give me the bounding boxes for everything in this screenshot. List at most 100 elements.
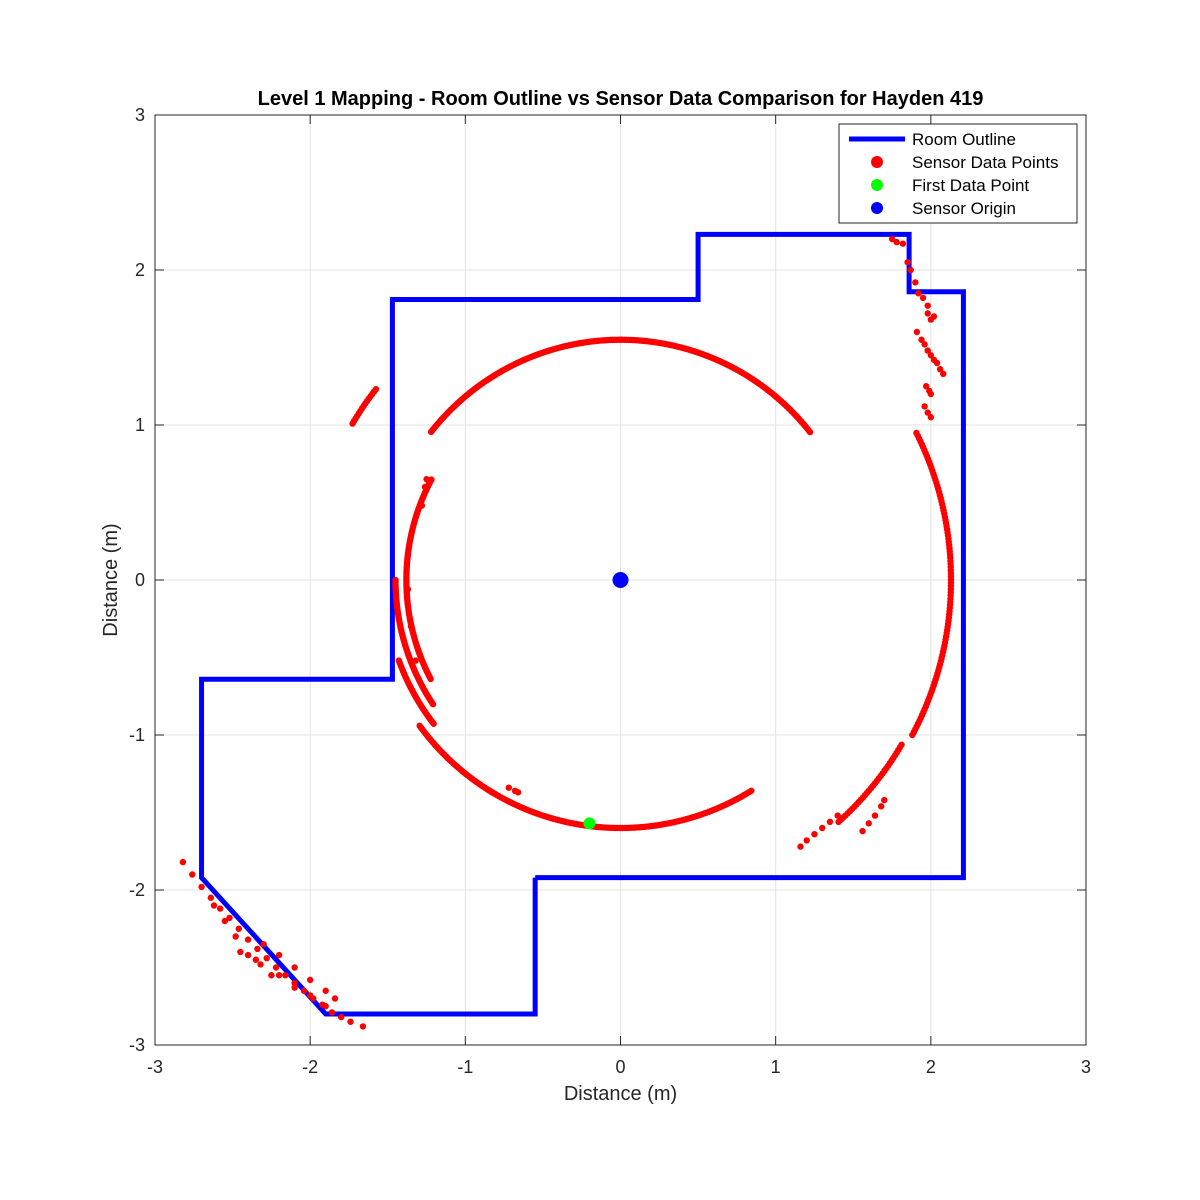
sensor-data-point xyxy=(819,824,826,832)
sensor-data-point xyxy=(919,294,927,302)
ticks: -3 -2 -1 0 1 2 3 3 2 1 0 -1 -2 -3 xyxy=(129,105,1091,1077)
sensor-data-point xyxy=(232,933,239,940)
sensor-data-point xyxy=(349,420,356,427)
sensor-data-point xyxy=(797,843,804,850)
y-tick-label: -1 xyxy=(129,725,145,745)
legend-swatch-marker xyxy=(871,202,883,214)
sensor-data-point xyxy=(207,894,215,901)
sensor-data-point xyxy=(888,235,896,243)
sensor-data-point xyxy=(913,429,920,437)
sensor-data-point xyxy=(899,240,907,247)
sensor-data-point xyxy=(505,784,512,791)
sensor-data-point xyxy=(404,586,412,593)
y-tick-label: 0 xyxy=(135,570,145,590)
sensor-data-point xyxy=(933,359,941,367)
sensor-data-point xyxy=(412,657,419,664)
sensor-data-point xyxy=(338,1013,345,1021)
sensor-data-point xyxy=(282,972,289,979)
sensor-data-point xyxy=(347,1018,354,1025)
sensor-data-point xyxy=(904,259,911,266)
sensor-data-point xyxy=(871,812,879,819)
sensor-data-point xyxy=(427,675,434,683)
sensor-data-point xyxy=(226,914,233,922)
sensor-data-point xyxy=(189,871,196,878)
x-tick-label: -3 xyxy=(147,1057,163,1077)
sensor-data-point xyxy=(328,1009,336,1016)
y-tick-label: 2 xyxy=(135,260,145,280)
sensor-data-point xyxy=(300,987,308,994)
sensor-data-point xyxy=(859,827,866,835)
sensor-data-point xyxy=(940,370,947,378)
legend-swatch-marker xyxy=(871,179,883,191)
legend: Room Outline Sensor Data Points First Data… xyxy=(838,123,1078,224)
sensor-data-point xyxy=(306,976,314,984)
sensor-data-point xyxy=(918,336,925,343)
data-layer xyxy=(179,231,966,1030)
sensor-data-point xyxy=(936,366,944,373)
y-tick-label: -3 xyxy=(129,1035,145,1055)
sensor-data-point xyxy=(748,787,755,794)
sensor-data-point xyxy=(927,352,935,359)
legend-entry-label: Room Outline xyxy=(912,130,1016,149)
sensor-data-points xyxy=(179,235,955,1030)
sensor-data-point xyxy=(254,945,261,953)
sensor-data-point xyxy=(263,955,270,962)
sensor-data-point xyxy=(826,818,834,825)
sensor-data-point xyxy=(244,951,252,959)
sensor-data-point xyxy=(921,403,928,410)
sensor-data-point xyxy=(359,1023,367,1030)
sensor-data-point xyxy=(427,428,435,436)
sensor-data-point xyxy=(803,837,810,844)
sensor-data-point xyxy=(322,1003,329,1010)
sensor-data-point xyxy=(921,341,928,348)
sensor-data-point xyxy=(252,956,260,963)
x-tick-label: -1 xyxy=(457,1057,473,1077)
sensor-data-point xyxy=(927,390,935,398)
sensor-data-point xyxy=(268,972,275,979)
sensor-data-point xyxy=(423,476,430,483)
sensor-data-point xyxy=(924,302,931,309)
sensor-data-point xyxy=(930,313,938,320)
sensor-data-point xyxy=(235,925,242,932)
sensor-data-point xyxy=(260,941,267,948)
y-tick-label: -2 xyxy=(129,880,145,900)
sensor-data-point xyxy=(407,623,415,630)
y-tick-label: 3 xyxy=(135,105,145,125)
sensor-data-point xyxy=(834,812,841,819)
sensor-data-point xyxy=(865,820,872,827)
sensor-data-point xyxy=(291,984,298,991)
x-tick-label: 1 xyxy=(771,1057,781,1077)
sensor-data-point xyxy=(429,701,437,708)
sensor-data-point xyxy=(291,964,298,971)
sensor-data-point xyxy=(291,979,298,987)
sensor-data-point xyxy=(237,948,244,956)
sensor-data-point xyxy=(430,720,437,727)
sensor-data-point xyxy=(893,238,900,246)
legend-entry-label: Sensor Data Points xyxy=(912,153,1058,172)
sensor-data-point xyxy=(221,917,229,925)
legend-swatch-marker xyxy=(871,156,883,168)
sensor-data-point xyxy=(877,803,885,810)
sensor-data-point xyxy=(306,992,314,999)
sensor-data-point xyxy=(210,902,218,909)
sensor-data-point xyxy=(922,383,930,390)
sensor-data-point xyxy=(322,987,329,994)
sensor-data-point xyxy=(924,347,931,354)
sensor-data-point xyxy=(881,796,888,804)
legend-entry-label: First Data Point xyxy=(912,176,1029,195)
x-tick-label: 0 xyxy=(615,1057,625,1077)
sensor-data-point xyxy=(331,995,339,1002)
x-tick-label: -2 xyxy=(302,1057,318,1077)
sensor-data-point xyxy=(912,279,919,286)
sensor-data-point xyxy=(907,266,914,274)
sensor-data-point xyxy=(275,951,283,959)
sensor-data-point xyxy=(179,858,187,866)
x-tick-label: 3 xyxy=(1081,1057,1091,1077)
y-tick-label: 1 xyxy=(135,415,145,435)
sensor-data-point xyxy=(927,414,935,421)
x-tick-label: 2 xyxy=(926,1057,936,1077)
sensor-data-point xyxy=(272,964,280,971)
sensor-data-point xyxy=(418,502,426,509)
sensor-data-point xyxy=(421,483,429,491)
sensor-data-point xyxy=(514,789,522,796)
